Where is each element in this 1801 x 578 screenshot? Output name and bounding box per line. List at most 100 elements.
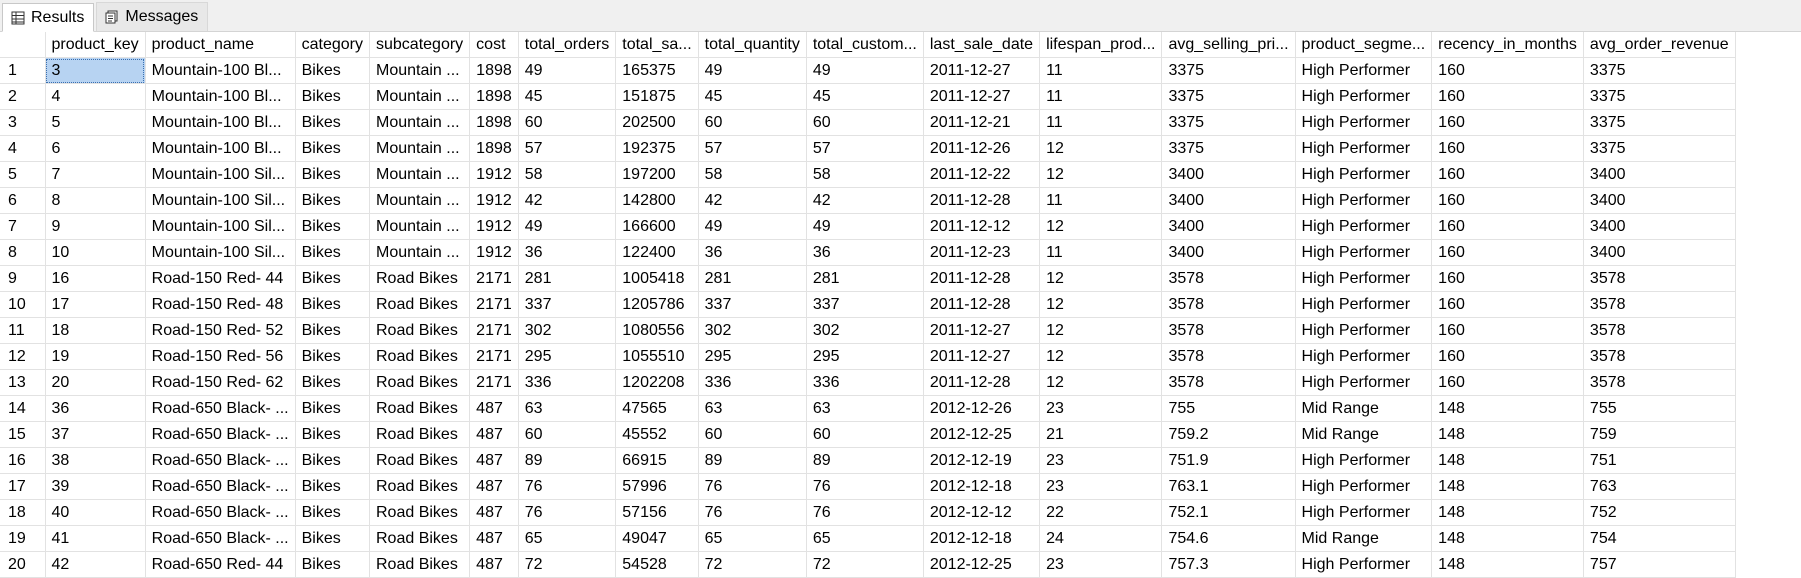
grid-cell[interactable]: Bikes bbox=[295, 291, 371, 318]
column-header-total-orders[interactable]: total_orders bbox=[518, 32, 617, 58]
grid-cell[interactable]: 1202208 bbox=[615, 369, 699, 396]
grid-cell[interactable]: 160 bbox=[1431, 369, 1584, 396]
grid-cell[interactable]: 3578 bbox=[1161, 317, 1296, 344]
grid-cell[interactable]: 160 bbox=[1431, 317, 1584, 344]
grid-cell[interactable]: 11 bbox=[1039, 83, 1163, 110]
grid-cell[interactable]: 72 bbox=[806, 551, 924, 578]
grid-cell[interactable]: 7 bbox=[45, 161, 146, 188]
grid-cell[interactable]: Mountain ... bbox=[369, 57, 471, 84]
results-grid[interactable]: product_key product_name category subcatego… bbox=[0, 32, 1801, 578]
grid-cell[interactable]: 23 bbox=[1039, 473, 1163, 500]
grid-cell[interactable]: 2011-12-27 bbox=[923, 317, 1041, 344]
grid-cell[interactable]: 58 bbox=[806, 161, 924, 188]
grid-cell[interactable]: 302 bbox=[806, 317, 924, 344]
column-header-total-sa[interactable]: total_sa... bbox=[615, 32, 699, 58]
grid-cell[interactable]: Bikes bbox=[295, 395, 371, 422]
grid-cell[interactable]: Road Bikes bbox=[369, 499, 471, 526]
grid-cell[interactable]: High Performer bbox=[1295, 499, 1433, 526]
grid-cell[interactable]: 160 bbox=[1431, 161, 1584, 188]
grid-cell[interactable]: 42 bbox=[806, 187, 924, 214]
grid-cell[interactable]: 2011-12-28 bbox=[923, 291, 1041, 318]
grid-cell[interactable]: 49 bbox=[518, 57, 617, 84]
grid-cell[interactable]: 57996 bbox=[615, 473, 699, 500]
grid-cell[interactable]: High Performer bbox=[1295, 473, 1433, 500]
grid-cell[interactable]: Road-150 Red- 44 bbox=[145, 265, 296, 292]
grid-cell[interactable]: 160 bbox=[1431, 213, 1584, 240]
grid-cell[interactable]: 755 bbox=[1583, 395, 1736, 422]
grid-cell[interactable]: 281 bbox=[806, 265, 924, 292]
grid-cell[interactable]: Mountain-100 Bl... bbox=[145, 109, 296, 136]
grid-cell[interactable]: 151875 bbox=[615, 83, 699, 110]
tab-results[interactable]: Results bbox=[2, 3, 95, 32]
grid-cell[interactable]: 76 bbox=[698, 473, 807, 500]
grid-cell[interactable]: 148 bbox=[1431, 551, 1584, 578]
grid-cell[interactable]: 148 bbox=[1431, 473, 1584, 500]
grid-cell[interactable]: 60 bbox=[518, 109, 617, 136]
grid-cell[interactable]: Bikes bbox=[295, 265, 371, 292]
grid-cell[interactable]: 1912 bbox=[469, 161, 519, 188]
grid-cell[interactable]: 57 bbox=[806, 135, 924, 162]
grid-cell[interactable]: 3400 bbox=[1583, 161, 1736, 188]
grid-cell[interactable]: 49 bbox=[698, 57, 807, 84]
grid-cell[interactable]: 2012-12-18 bbox=[923, 525, 1041, 552]
grid-cell[interactable]: 42 bbox=[45, 551, 146, 578]
grid-cell[interactable]: Mountain-100 Sil... bbox=[145, 239, 296, 266]
grid-cell[interactable]: 20 bbox=[45, 369, 146, 396]
grid-cell[interactable]: 11 bbox=[1039, 109, 1163, 136]
grid-cell[interactable]: 3400 bbox=[1161, 213, 1296, 240]
grid-cell[interactable]: 76 bbox=[806, 499, 924, 526]
grid-cell[interactable]: High Performer bbox=[1295, 187, 1433, 214]
grid-cell[interactable]: Bikes bbox=[295, 343, 371, 370]
grid-cell[interactable]: 8 bbox=[45, 187, 146, 214]
grid-cell[interactable]: Road-150 Red- 62 bbox=[145, 369, 296, 396]
grid-cell[interactable]: 751.9 bbox=[1161, 447, 1296, 474]
grid-cell[interactable]: Road-650 Black- ... bbox=[145, 395, 296, 422]
grid-cell[interactable]: 57 bbox=[698, 135, 807, 162]
grid-cell[interactable]: 337 bbox=[518, 291, 617, 318]
grid-cell[interactable]: 39 bbox=[45, 473, 146, 500]
grid-cell[interactable]: 160 bbox=[1431, 343, 1584, 370]
grid-cell[interactable]: Bikes bbox=[295, 109, 371, 136]
grid-cell[interactable]: Road-650 Red- 44 bbox=[145, 551, 296, 578]
grid-cell[interactable]: 63 bbox=[806, 395, 924, 422]
grid-cell[interactable]: 12 bbox=[1039, 213, 1163, 240]
grid-cell[interactable]: Road Bikes bbox=[369, 525, 471, 552]
grid-cell[interactable]: 3578 bbox=[1161, 291, 1296, 318]
row-number[interactable]: 3 bbox=[0, 109, 46, 136]
grid-cell[interactable]: Road Bikes bbox=[369, 369, 471, 396]
row-number[interactable]: 10 bbox=[0, 291, 46, 318]
grid-cell[interactable]: 58 bbox=[518, 161, 617, 188]
grid-cell[interactable]: 45 bbox=[806, 83, 924, 110]
column-header-product-name[interactable]: product_name bbox=[145, 32, 296, 58]
grid-cell[interactable]: 23 bbox=[1039, 551, 1163, 578]
grid-cell[interactable]: 336 bbox=[698, 369, 807, 396]
grid-cell[interactable]: 160 bbox=[1431, 291, 1584, 318]
grid-cell[interactable]: 1898 bbox=[469, 57, 519, 84]
grid-cell[interactable]: 2011-12-28 bbox=[923, 369, 1041, 396]
grid-cell[interactable]: Mid Range bbox=[1295, 421, 1433, 448]
grid-cell[interactable]: 2011-12-27 bbox=[923, 343, 1041, 370]
grid-cell[interactable]: High Performer bbox=[1295, 551, 1433, 578]
grid-cell[interactable]: 160 bbox=[1431, 187, 1584, 214]
column-header-last-sale-date[interactable]: last_sale_date bbox=[923, 32, 1041, 58]
grid-cell[interactable]: Mountain-100 Sil... bbox=[145, 161, 296, 188]
grid-cell[interactable]: 165375 bbox=[615, 57, 699, 84]
grid-cell[interactable]: 192375 bbox=[615, 135, 699, 162]
grid-cell[interactable]: 160 bbox=[1431, 57, 1584, 84]
grid-cell[interactable]: Mountain ... bbox=[369, 135, 471, 162]
grid-cell[interactable]: 11 bbox=[1039, 57, 1163, 84]
grid-cell[interactable]: 49 bbox=[806, 57, 924, 84]
grid-cell[interactable]: 76 bbox=[806, 473, 924, 500]
grid-cell[interactable]: Road Bikes bbox=[369, 343, 471, 370]
grid-cell[interactable]: 72 bbox=[698, 551, 807, 578]
grid-cell[interactable]: 57 bbox=[518, 135, 617, 162]
grid-cell[interactable]: 60 bbox=[806, 109, 924, 136]
column-header-subcategory[interactable]: subcategory bbox=[369, 32, 471, 58]
grid-cell[interactable]: 11 bbox=[1039, 187, 1163, 214]
grid-cell[interactable]: Bikes bbox=[295, 83, 371, 110]
grid-cell[interactable]: Mountain ... bbox=[369, 239, 471, 266]
column-header-product-segme[interactable]: product_segme... bbox=[1295, 32, 1433, 58]
grid-cell[interactable]: 72 bbox=[518, 551, 617, 578]
grid-cell[interactable]: 12 bbox=[1039, 343, 1163, 370]
grid-cell[interactable]: High Performer bbox=[1295, 83, 1433, 110]
